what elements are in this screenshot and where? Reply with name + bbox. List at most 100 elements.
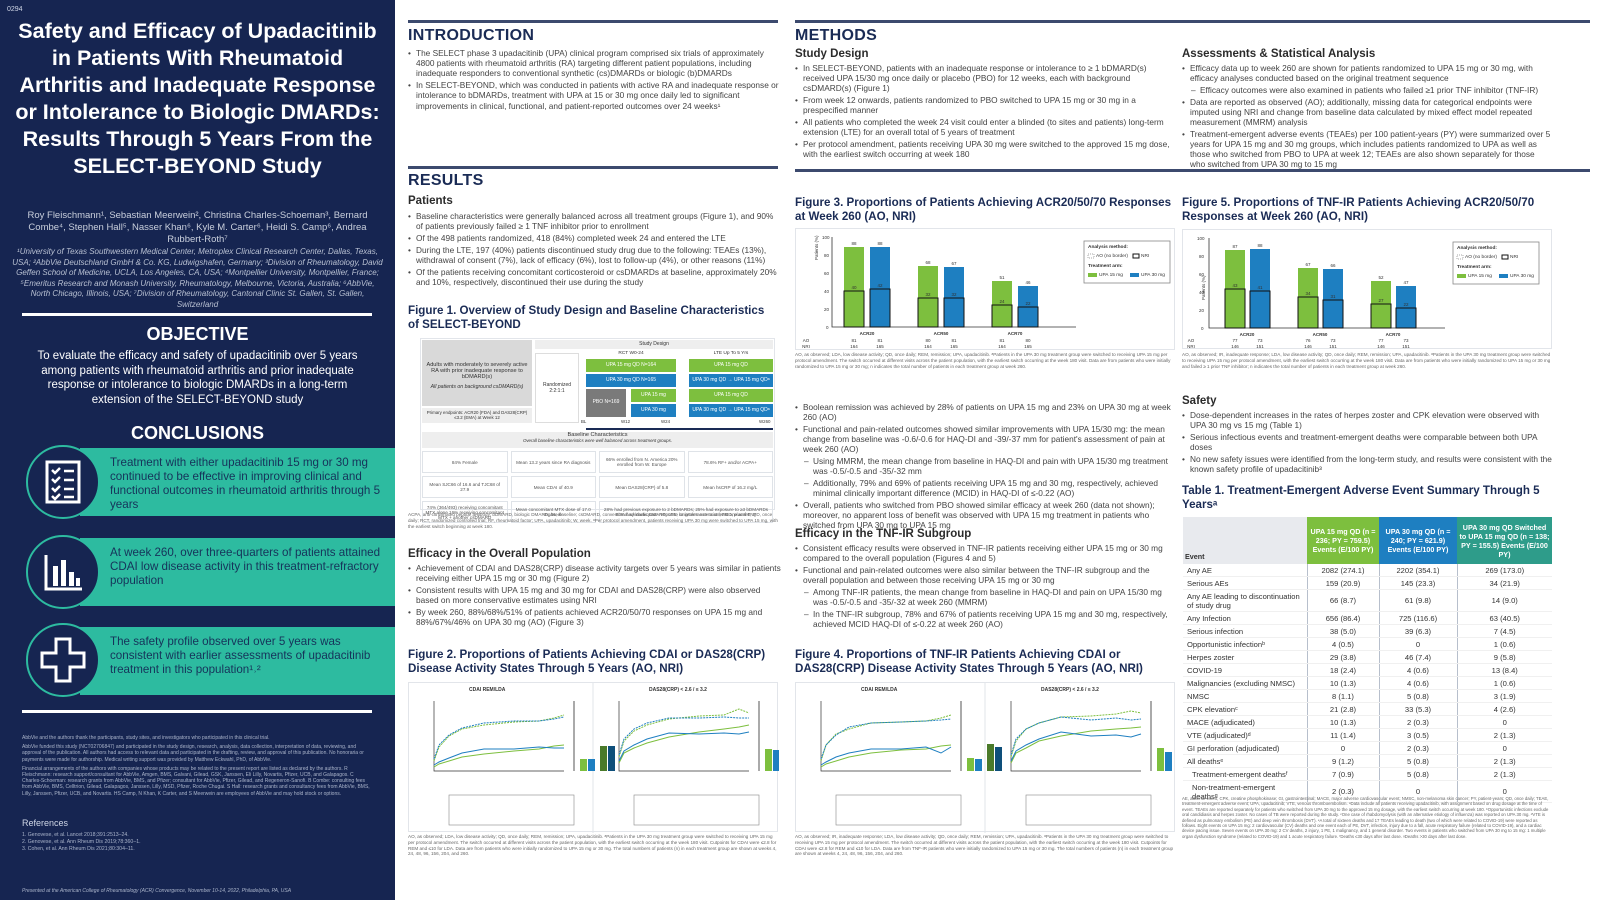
svg-text:68: 68 <box>925 260 931 265</box>
left-panel: 0294 Safety and Efficacy of Upadacitinib… <box>0 0 395 900</box>
svg-text:ACR50: ACR50 <box>934 331 949 336</box>
svg-text:Patients (%): Patients (%) <box>814 235 819 260</box>
figure2-plots <box>433 683 800 833</box>
svg-text:Analysis method:: Analysis method: <box>1457 245 1497 251</box>
svg-text:164: 164 <box>850 344 858 349</box>
study-design-bullets: In SELECT-BEYOND, patients with an inade… <box>795 63 1173 161</box>
svg-text:Treatment arm:: Treatment arm: <box>1457 264 1492 270</box>
svg-text:164: 164 <box>998 344 1006 349</box>
figure3-footnote: AO, as observed; LDA, low disease activi… <box>795 352 1171 369</box>
svg-text:165: 165 <box>950 344 958 349</box>
table-row: Any Infection 656 (86.4) 725 (116.6) 63 (40… <box>1183 611 1552 626</box>
svg-text:AO (no border): AO (no border) <box>1465 254 1497 260</box>
conclusion-1: Treatment with either upadacitinib 15 mg… <box>80 448 395 516</box>
svg-text:67: 67 <box>1305 262 1311 267</box>
svg-text:NRI: NRI <box>1187 344 1195 349</box>
figure5-footnote: AO, as observed; IR, inadequate response… <box>1182 352 1551 369</box>
svg-text:165: 165 <box>1024 344 1032 349</box>
svg-text:76: 76 <box>1305 338 1311 343</box>
figure5-bar-chart: Patients (%) 100 80 60 40 20 0 87 88 43 41 67 66 3… <box>1187 236 1540 349</box>
svg-text:146: 146 <box>1377 344 1385 349</box>
svg-text:46: 46 <box>1025 280 1031 285</box>
svg-text:80: 80 <box>1025 338 1031 343</box>
table-row: Serious infection 38 (5.0) 39 (6.3) 7 (4.5) <box>1183 624 1552 639</box>
svg-text:151: 151 <box>1329 344 1337 349</box>
svg-text:80: 80 <box>925 338 931 343</box>
results-heading: RESULTS <box>408 172 484 189</box>
svg-text:81: 81 <box>999 338 1005 343</box>
tnf-ir-bullets: Consistent efficacy results were observe… <box>795 543 1175 631</box>
svg-text:0: 0 <box>1201 326 1204 331</box>
figure1-title: Figure 1. Overview of Study Design and B… <box>408 304 765 331</box>
svg-text:NRI: NRI <box>802 344 810 349</box>
figure1-footnote: ACPA, anti-citrullinated peptide antibod… <box>408 512 778 529</box>
svg-text:Patients (%): Patients (%) <box>1201 275 1206 300</box>
efficacy-cont-bullets: Boolean remission was achieved by 28% of… <box>795 402 1175 532</box>
objective-heading: OBJECTIVE <box>146 324 249 344</box>
svg-text:NRI: NRI <box>1141 253 1149 259</box>
efficacy-overall-heading: Efficacy in the Overall Population <box>408 548 591 560</box>
introduction-bullets: The SELECT phase 3 upadacitinib (UPA) cl… <box>408 48 780 112</box>
svg-text:146: 146 <box>1304 344 1312 349</box>
figure5-title: Figure 5. Proportions of TNF-IR Patients… <box>1182 196 1535 223</box>
assessments-bullets: Efficacy data up to week 260 are shown f… <box>1182 63 1552 171</box>
table-row: Any AE leading to discontinuation of stu… <box>1183 589 1552 613</box>
table-row: Non-treatment-emergent deathsᵍ 2 (0.3) 0 0 <box>1183 780 1552 804</box>
svg-text:60: 60 <box>824 271 830 276</box>
figure3-bar-chart: Patients (%) 100 80 60 40 20 0 88 88 40 42 68 67 3… <box>802 235 1171 349</box>
svg-text:165: 165 <box>876 344 884 349</box>
divider <box>795 169 1590 172</box>
svg-text:151: 151 <box>1402 344 1410 349</box>
figure4-title: Figure 4. Proportions of TNF-IR Patients… <box>795 648 1143 675</box>
svg-text:164: 164 <box>924 344 932 349</box>
presented-at: Presented at the American College of Rhe… <box>22 888 292 894</box>
svg-text:AO: AO <box>1188 338 1195 343</box>
references-heading: References <box>22 818 69 828</box>
checklist-icon <box>26 445 100 519</box>
svg-text:100: 100 <box>1197 236 1205 241</box>
figure4-plots <box>820 683 1192 833</box>
svg-text:81: 81 <box>951 338 957 343</box>
table-row: GI perforation (adjudicated) 0 2 (0.3) 0 <box>1183 741 1552 756</box>
svg-text:40: 40 <box>851 285 857 290</box>
table1-title: Table 1. Treatment-Emergent Adverse Even… <box>1182 484 1540 511</box>
svg-text:73: 73 <box>1330 338 1336 343</box>
svg-text:40: 40 <box>1199 290 1205 295</box>
figure2-footnote: AO, as observed; LDA, low disease activi… <box>408 834 777 857</box>
divider <box>22 313 372 316</box>
svg-text:UPA 15 mg: UPA 15 mg <box>1468 273 1492 279</box>
poster-code: 0294 <box>7 6 23 13</box>
patients-bullets: Baseline characteristics were generally … <box>408 211 782 288</box>
objective-text: To evaluate the efficacy and safety of u… <box>37 350 358 406</box>
svg-text:41: 41 <box>1257 285 1263 290</box>
svg-text:73: 73 <box>1403 338 1409 343</box>
svg-text:51: 51 <box>999 275 1005 280</box>
figure1-diagram: Adults with moderately to severely activ… <box>420 338 775 523</box>
table-row: Malignancies (excluding NMSC) 10 (1.3) 4 (… <box>1183 676 1552 691</box>
safety-heading: Safety <box>1182 395 1217 407</box>
table-row: VTE (adjudicated)ᵈ 11 (1.4) 3 (0.5) 2 (1.3) <box>1183 728 1552 743</box>
bar-chart-icon <box>26 535 100 609</box>
authors: Roy Fleischmann¹, Sebastian Meerwein², C… <box>27 210 368 245</box>
svg-text:NRI: NRI <box>1510 254 1518 260</box>
table-row: MACE (adjudicated) 10 (1.3) 2 (0.3) 0 <box>1183 715 1552 730</box>
svg-text:80: 80 <box>1199 254 1205 259</box>
svg-text:100: 100 <box>822 235 830 240</box>
divider <box>795 20 1590 23</box>
svg-text:88: 88 <box>1257 243 1263 248</box>
svg-text:77: 77 <box>1232 338 1238 343</box>
svg-text:22: 22 <box>1025 301 1031 306</box>
svg-text:ACR20: ACR20 <box>1240 332 1255 337</box>
table-row: Herpes zoster 29 (3.8) 46 (7.4) 9 (5.8) <box>1183 650 1552 665</box>
figure2-title: Figure 2. Proportions of Patients Achiev… <box>408 648 766 675</box>
figure3-title: Figure 3. Proportions of Patients Achiev… <box>795 196 1172 223</box>
svg-text:77: 77 <box>1378 338 1384 343</box>
svg-text:20: 20 <box>824 307 830 312</box>
poster-title: Safety and Efficacy of Upadacitinib in P… <box>15 19 380 178</box>
svg-text:88: 88 <box>851 241 857 246</box>
svg-text:146: 146 <box>1231 344 1239 349</box>
figure3-chart: Patients (%) 100 80 60 40 20 0 88 88 40 42 68 67 3… <box>795 228 1175 350</box>
medical-cross-icon <box>26 623 100 697</box>
references-list: 1. Genovese, et al. Lancet 2018;391:2513… <box>22 832 141 853</box>
svg-text:43: 43 <box>1232 283 1238 288</box>
